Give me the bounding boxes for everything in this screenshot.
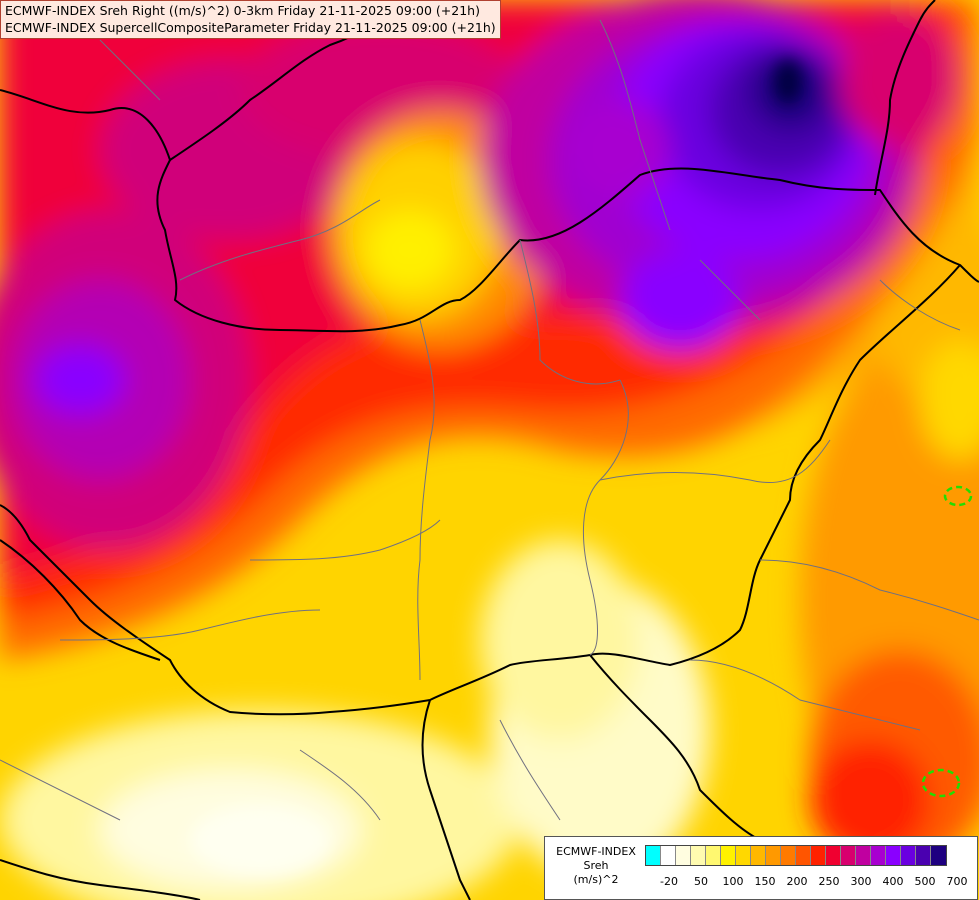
legend-tick-label: 250	[818, 875, 840, 888]
legend-tick-label: 700	[946, 875, 968, 888]
color-legend: ECMWF-INDEX Sreh (m/s)^2 -20 50 100 150 200 2…	[544, 836, 978, 900]
legend-swatch	[916, 846, 931, 865]
title-line-scp: ECMWF-INDEX SupercellCompositeParameter …	[5, 20, 496, 35]
legend-tick-label: 200	[786, 875, 808, 888]
legend-tick-labels: -20 50 100 150 200 250 300 400 500 700	[645, 875, 967, 889]
legend-tick-label: -20	[660, 875, 678, 888]
legend-tick-label: 300	[850, 875, 872, 888]
legend-swatch	[931, 846, 946, 865]
legend-swatch	[646, 846, 661, 865]
legend-swatch	[886, 846, 901, 865]
legend-title-variable: Sreh	[583, 859, 609, 872]
legend-tick-label: 500	[914, 875, 936, 888]
legend-swatch	[811, 846, 826, 865]
legend-swatch	[826, 846, 841, 865]
legend-swatch	[901, 846, 916, 865]
legend-title: ECMWF-INDEX Sreh (m/s)^2	[549, 845, 643, 887]
legend-tick-label: 150	[754, 875, 776, 888]
legend-swatch	[871, 846, 886, 865]
legend-tick-label: 100	[722, 875, 744, 888]
legend-swatch	[856, 846, 871, 865]
legend-swatch	[721, 846, 736, 865]
scp-contours	[921, 485, 973, 798]
legend-title-unit: (m/s)^2	[573, 873, 619, 886]
legend-tick-label: 50	[694, 875, 708, 888]
legend-swatch	[706, 846, 721, 865]
legend-swatch	[661, 846, 676, 865]
region-borders	[0, 19, 979, 821]
legend-title-source: ECMWF-INDEX	[556, 845, 636, 858]
legend-swatch	[691, 846, 706, 865]
legend-swatch	[676, 846, 691, 865]
legend-tick-label: 400	[882, 875, 904, 888]
legend-swatch	[841, 846, 856, 865]
legend-swatch	[796, 846, 811, 865]
legend-swatch	[766, 846, 781, 865]
title-line-sreh: ECMWF-INDEX Sreh Right ((m/s)^2) 0-3km F…	[5, 3, 480, 18]
legend-swatch	[736, 846, 751, 865]
legend-color-scale	[645, 845, 947, 866]
map-title-box: ECMWF-INDEX Sreh Right ((m/s)^2) 0-3km F…	[0, 0, 501, 39]
legend-swatch	[781, 846, 796, 865]
legend-swatch	[751, 846, 766, 865]
